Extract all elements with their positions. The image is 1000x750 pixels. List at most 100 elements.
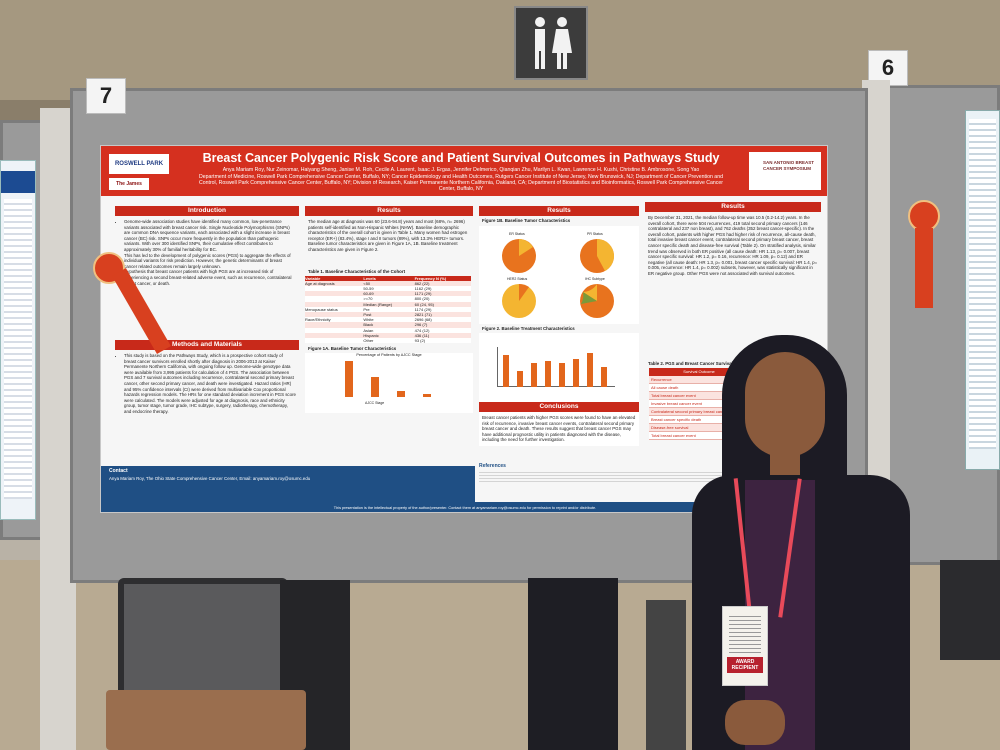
pie-label: HER2 Status [507, 276, 528, 281]
award-recipient-tag: AWARD RECIPIENT [727, 657, 763, 673]
fig2-bar [517, 371, 523, 388]
name-badge: AWARD RECIPIENT [722, 606, 768, 686]
fig1a-bar [345, 360, 353, 397]
poster-authors: Anya Mariam Roy, Nur Zeinomar, Haiyang S… [222, 167, 700, 173]
table1-cell: Menopause status [305, 306, 338, 312]
fig2-bar [545, 361, 551, 388]
fig2-bar [503, 355, 509, 388]
contact-text: Anya Mariam Roy, The Ohio State Comprehe… [109, 475, 311, 481]
the-james-logo: The James [109, 178, 149, 190]
table1-cell: 93 (2) [414, 338, 426, 344]
table1-cell: >=70 [363, 296, 373, 302]
table1-cell: 862 (22) [414, 280, 430, 286]
fig2-bar [531, 363, 537, 388]
pie-label: IHC Subtype [585, 276, 605, 281]
fig2-caption: Figure 2. Baseline Treatment Characteris… [482, 325, 575, 331]
table1-cell: 474 (12) [414, 327, 430, 333]
results-text-1: The median age at diagnosis was 60 (23.6… [308, 219, 468, 252]
table1-header: Frequency N (%) [414, 275, 447, 281]
table1-cell: 50-59 [363, 286, 374, 291]
pie-slice [519, 238, 533, 256]
conclusions-text: Breast cancer patients with higher PGS s… [479, 412, 639, 446]
table1-caption: Table 1. Baseline Characteristics of the… [308, 269, 406, 274]
table1-row: Post 2821 (71) [305, 312, 471, 318]
right-poster-text [969, 119, 996, 449]
presenter-face [745, 352, 825, 457]
table1-cell: 2696 (68) [414, 317, 432, 323]
fig1a-caption: Figure 1A. Baseline Tumor Characteristic… [308, 346, 397, 352]
fig1b-caption: Figure 1B. Baseline Tumor Characteristic… [482, 218, 571, 223]
pie-slice [581, 291, 597, 304]
column-2: Results The median age at diagnosis was … [305, 206, 473, 476]
table1-cell: <50 [363, 280, 371, 286]
table1-row: Hispanic 436 (11) [305, 332, 471, 339]
table2-row: Total breast cancer event [649, 391, 749, 400]
table2-row: Breast cancer specific death [649, 415, 749, 424]
results-header-2: Results [479, 206, 639, 216]
fig2-bar [573, 359, 579, 388]
intro-bullet-3: Hypothesis that breast cancer patients w… [124, 269, 296, 286]
introduction-header: Introduction [115, 206, 299, 216]
fig2-bar-chart [479, 333, 639, 406]
person-background-center [528, 578, 618, 750]
contact-footer: Contact Anya Mariam Roy, The Ohio State … [101, 466, 475, 502]
fig1a-title: Percentage of Patients by AJCC Stage [356, 352, 422, 357]
table1-cell: 60 (24, 95) [414, 301, 434, 307]
table1-cell: White [363, 317, 374, 323]
table1-cell: Pre [363, 306, 370, 312]
column-1: Introduction Genome-wide association stu… [115, 206, 299, 476]
fig1a-xlabel: AJCC Stage [365, 400, 385, 405]
presenter-hands [725, 700, 785, 745]
table1-cell: 296 (7) [414, 322, 428, 328]
methods-bullet: This study is based on the Pathways Stud… [124, 353, 296, 415]
fig2-bar [601, 367, 607, 388]
intro-bullet-1: Genome-wide association studies have ide… [124, 219, 296, 253]
table2-row: Invasive breast cancer event [649, 399, 749, 408]
results-header-1: Results [305, 206, 473, 216]
table1-row: Menopause status Pre 1174 (29) [305, 306, 471, 313]
pie-slice [597, 238, 614, 271]
board-number-left: 7 [86, 78, 126, 114]
roswell-park-logo: ROSWELL PARK [109, 154, 169, 174]
fig1b-pies-svg [502, 238, 614, 318]
table1-cell: Black [363, 322, 374, 328]
table1-header: Levels [363, 275, 376, 281]
fig2-bar [587, 353, 593, 388]
conclusions-header: Conclusions [479, 402, 639, 412]
conclusions-box: Conclusions Breast cancer patients with … [479, 402, 639, 462]
fig1b-pie-charts: ER Status PR Status HER2 Status IHC Subt… [479, 225, 639, 324]
table1-row: Black 296 (7) [305, 322, 471, 328]
fig1a-chart: Percentage of Patients by AJCC Stage AJC… [305, 352, 473, 413]
table1-cell: Asian [363, 327, 374, 333]
table1-row: Median (Range) 60 (24, 95) [305, 301, 471, 307]
table1-cell: 1162 (29) [414, 286, 432, 291]
poster-title: Breast Cancer Polygenic Risk Score and P… [202, 151, 720, 165]
chair-right [646, 600, 686, 750]
person-background-right [940, 560, 1000, 660]
methods-header: Methods and Materials [115, 340, 299, 350]
table2-caption: Table 2. PGS and Breast Cancer Survival … [648, 361, 756, 366]
rosette-ribbon-icon [908, 200, 940, 232]
table2-row: Contralateral second primary breast canc… [649, 407, 749, 416]
references-header: References [479, 463, 506, 469]
column-3: Results Figure 1B. Baseline Tumor Charac… [479, 206, 639, 476]
table1-cell: Age at diagnosis [305, 280, 335, 286]
restroom-sign-icon [514, 6, 588, 80]
methods-text: This study is based on the Pathways Stud… [115, 350, 299, 480]
table2-row: Disease-free survival [649, 423, 749, 432]
poster-banner: ROSWELL PARK The James Breast Cancer Pol… [101, 146, 827, 196]
pie-slice [583, 283, 597, 301]
pie-slice [519, 283, 529, 301]
handbag [106, 690, 306, 750]
table1-cell: Other [363, 338, 374, 344]
table2-row: All cause death [649, 383, 749, 392]
table2-header: Survival Outcome [649, 367, 749, 376]
left-poster-header [1, 171, 35, 193]
table1-row: Race/Ethnicity White 2696 (68) [305, 317, 471, 323]
table1-cell: 1174 (29) [414, 306, 432, 312]
research-poster: ROSWELL PARK The James Breast Cancer Pol… [100, 145, 828, 513]
table1-cell: 436 (11) [414, 332, 430, 338]
fig2-axes [497, 347, 615, 388]
table1-row: 60-69 1171 (29) [305, 291, 471, 297]
table1-row: >=70 800 (20) [305, 296, 471, 302]
